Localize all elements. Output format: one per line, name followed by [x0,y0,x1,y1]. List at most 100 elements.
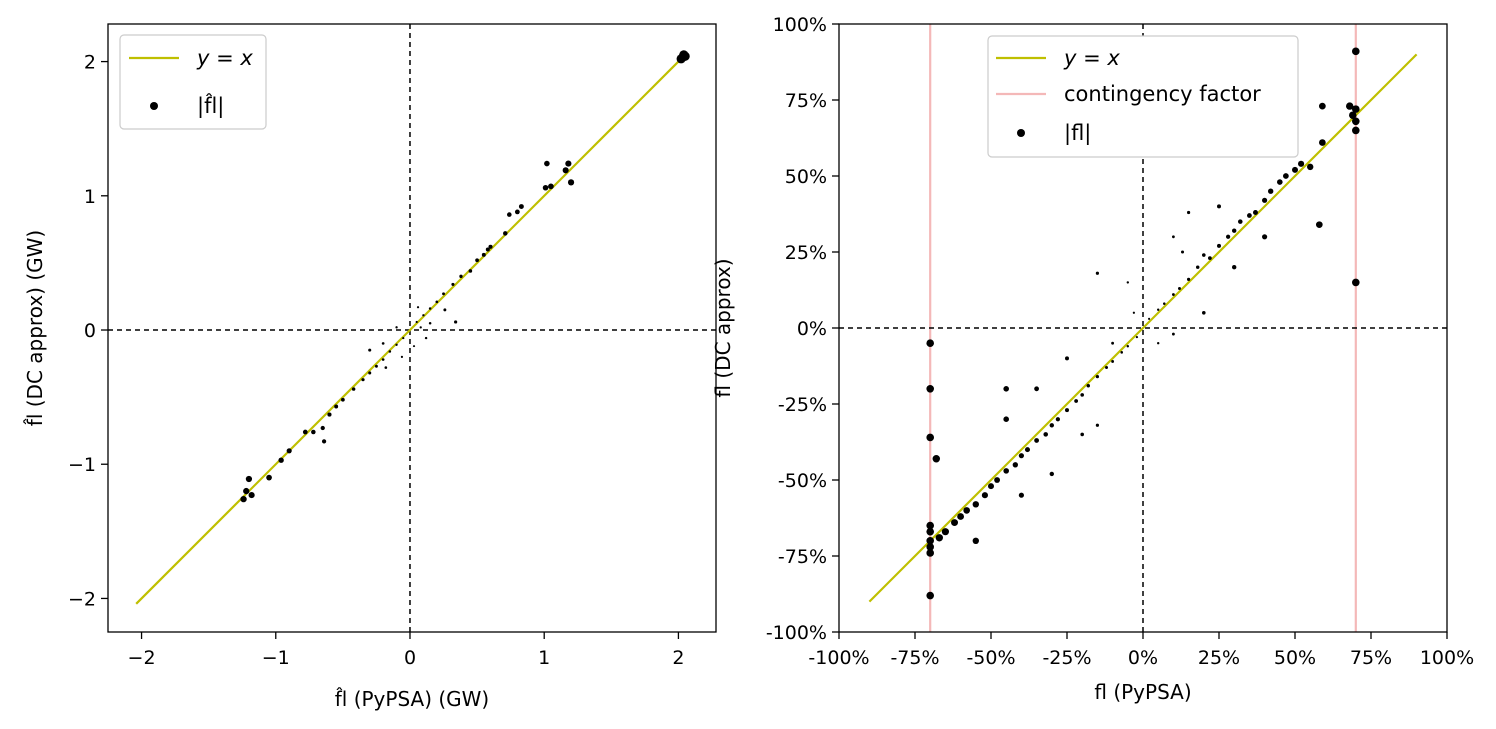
right-data-point [1074,399,1078,403]
right-data-point [926,521,934,530]
left-data-point [245,475,253,483]
right-y-axis-ticks: -100% -75% -50% -25% 0% 25% 50% 75% 100% [766,14,839,644]
right-data-point [1172,332,1175,336]
left-data-point [243,487,250,495]
left-data-point [544,160,550,167]
right-data-point [1049,423,1055,428]
left-scatter-points [240,50,690,503]
right-legend-entry-points: |fl| [1064,121,1091,146]
right-data-point [1157,308,1160,311]
right-data-point [1034,438,1039,443]
left-y-tick-label: −1 [68,454,96,476]
right-y-tick-label: -100% [766,622,827,644]
right-data-point [1172,293,1175,296]
right-y-tick-label: -25% [778,394,827,416]
right-data-point [1217,204,1221,209]
left-data-point [320,425,325,431]
right-data-point [1232,265,1237,270]
right-x-tick-label: -100% [808,647,869,669]
right-y-tick-label: 75% [785,90,827,112]
right-x-tick-label: 75% [1350,647,1392,669]
right-x-tick-label: 100% [1420,647,1474,669]
right-data-point [935,534,943,542]
right-data-point [1352,126,1360,135]
right-data-point [1018,453,1024,459]
right-data-point [1003,416,1009,423]
right-data-point [981,492,988,499]
right-data-point [1202,253,1206,257]
right-data-point [1095,423,1099,427]
left-x-tick-label: 0 [404,647,416,669]
right-data-point [1126,345,1130,348]
left-data-point [518,204,524,209]
left-data-point [454,320,458,324]
left-data-point [428,307,432,310]
right-y-tick-label: 50% [785,166,827,188]
left-y-tick-label: −2 [68,588,96,610]
right-data-point [1148,317,1151,320]
right-data-point [994,477,1001,483]
right-data-point [972,537,979,544]
right-data-point [1080,432,1084,437]
right-data-point [1262,197,1268,203]
right-data-point [1346,102,1354,110]
right-data-point [926,385,934,393]
left-data-point [416,306,420,309]
left-chart: −2 −1 0 1 2 −2 −1 0 1 2 f̂l (PyPSA) (GW) f̂l (DC… [23,23,717,711]
right-data-point [1349,111,1357,119]
right-x-tick-label: 50% [1274,647,1316,669]
right-data-point [1163,302,1166,305]
right-data-point [1095,271,1099,275]
right-data-point [926,339,934,348]
right-data-point [1178,287,1181,290]
left-data-point [311,429,316,435]
right-data-point [1268,188,1274,194]
right-data-point [1095,375,1099,379]
left-data-point [679,50,689,60]
right-legend-entry-contingency: contingency factor [1064,82,1261,106]
right-data-point [1226,234,1231,239]
right-data-point [1172,235,1175,239]
left-legend-entry-identity: y = x [196,46,253,70]
left-x-tick-label: −2 [128,647,156,669]
left-data-point [381,342,385,345]
left-data-point [435,300,439,304]
left-x-axis-label: f̂l (PyPSA) (GW) [335,687,490,711]
right-data-point [1253,210,1258,215]
left-data-point [412,345,416,348]
left-data-point [248,492,255,499]
left-data-point [351,387,356,391]
right-data-point [941,528,950,536]
right-y-tick-label: -75% [778,546,827,568]
left-data-point [542,184,549,191]
right-data-point [926,433,934,442]
right-data-point [1196,265,1200,269]
left-data-point [321,439,327,444]
right-data-point [1298,160,1305,167]
left-data-point [507,212,512,217]
left-y-tick-label: 2 [84,52,96,74]
left-data-point [459,274,463,278]
left-data-point [442,292,445,296]
right-data-point [1003,386,1009,392]
right-data-point [1238,219,1243,224]
left-data-point [302,429,308,435]
right-x-axis-label: fl (PyPSA) [1094,680,1191,704]
right-data-point [1049,471,1055,477]
left-data-point [567,179,575,186]
left-data-point [388,350,392,353]
right-y-tick-label: 0% [797,318,827,340]
left-data-point [514,209,520,215]
right-legend: y = x contingency factor |fl| [987,35,1299,158]
right-y-tick-label: 100% [773,14,827,36]
right-data-point [1018,492,1024,498]
left-data-point [381,358,385,361]
left-data-point [443,308,447,312]
right-data-point [926,527,934,536]
left-data-point [368,371,372,375]
right-data-point [1086,384,1090,388]
left-data-point [475,258,479,263]
left-data-point [451,282,455,286]
left-y-tick-label: 0 [84,320,96,342]
left-x-tick-label: 2 [672,647,684,669]
